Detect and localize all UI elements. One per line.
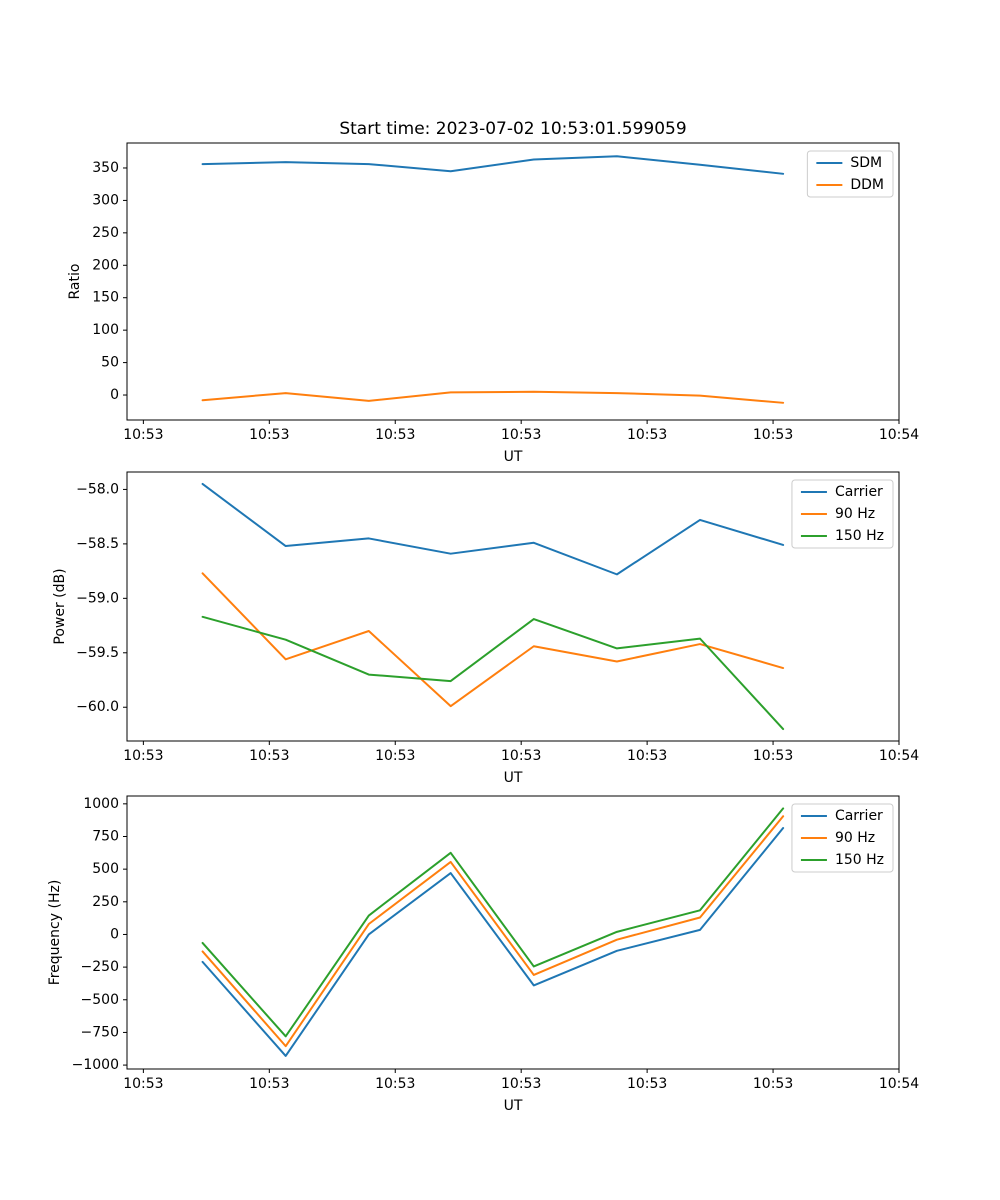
y-tick-label: −59.5: [76, 645, 119, 661]
x-tick-label: 10:53: [753, 1076, 793, 1092]
y-tick-label: 750: [92, 828, 119, 844]
legend: Carrier 90 Hz 150 Hz: [791, 479, 894, 549]
x-tick-label: 10:53: [501, 748, 541, 764]
y-tick-label: 50: [101, 355, 119, 371]
y-tick-label: −58.5: [76, 536, 119, 552]
legend: SDM DDM: [806, 150, 894, 198]
x-tick-label: 10:53: [627, 1076, 667, 1092]
y-tick-label: 300: [92, 192, 119, 208]
x-tick-label: 10:54: [879, 748, 919, 764]
x-tick-label: 10:54: [879, 427, 919, 443]
y-tick-label: 350: [92, 160, 119, 176]
y-tick-label: 200: [92, 257, 119, 273]
series-line-carrier: [201, 482, 785, 576]
y-axis-label: Power (dB): [52, 568, 68, 644]
plot-border: [126, 142, 900, 421]
y-tick-label: 1000: [83, 796, 119, 812]
y-tick-label: 250: [92, 894, 119, 910]
legend-label: DDM: [850, 177, 884, 193]
x-axis-label: UT: [504, 770, 523, 786]
x-tick-label: 10:53: [375, 427, 415, 443]
x-tick-label: 10:53: [501, 427, 541, 443]
legend-label: 150 Hz: [835, 852, 884, 868]
y-tick-label: −60.0: [76, 699, 119, 715]
x-tick-label: 10:53: [123, 1076, 163, 1092]
x-tick-label: 10:53: [627, 427, 667, 443]
y-tick-label: −250: [81, 959, 119, 975]
y-tick-label: −750: [81, 1024, 119, 1040]
series-line-90-hz: [201, 572, 785, 708]
y-tick-label: −59.0: [76, 590, 119, 606]
plot-border: [126, 795, 900, 1070]
y-tick-label: −1000: [72, 1057, 119, 1073]
y-axis-label: Ratio: [67, 264, 83, 300]
x-tick-label: 10:53: [627, 748, 667, 764]
y-tick-label: 150: [92, 290, 119, 306]
figure-title: Start time: 2023-07-02 10:53:01.599059: [339, 119, 687, 139]
legend-box: [791, 803, 894, 873]
y-tick-label: 100: [92, 322, 119, 338]
x-tick-label: 10:53: [123, 748, 163, 764]
plot-border: [126, 471, 900, 742]
legend-label: 90 Hz: [835, 506, 875, 522]
series-line-sdm: [201, 155, 785, 175]
legend-label: Carrier: [835, 808, 883, 824]
y-tick-label: 500: [92, 861, 119, 877]
legend-label: Carrier: [835, 484, 883, 500]
legend-label: 90 Hz: [835, 830, 875, 846]
x-tick-label: 10:53: [375, 1076, 415, 1092]
legend-box: [791, 479, 894, 549]
x-tick-label: 10:53: [123, 427, 163, 443]
legend-label: SDM: [850, 155, 882, 171]
x-axis-label: UT: [504, 1098, 523, 1114]
x-tick-label: 10:54: [879, 1076, 919, 1092]
y-tick-label: 250: [92, 225, 119, 241]
x-tick-label: 10:53: [753, 427, 793, 443]
x-tick-label: 10:53: [249, 1076, 289, 1092]
x-tick-label: 10:53: [501, 1076, 541, 1092]
y-tick-label: −58.0: [76, 481, 119, 497]
chart-ratio: 0 50 100 150 200 250 300 350 10:53 10:53 10:53 10:5…: [67, 142, 919, 465]
x-tick-label: 10:53: [249, 748, 289, 764]
series-line-150-hz: [201, 807, 785, 1038]
x-tick-label: 10:53: [249, 427, 289, 443]
legend-label: 150 Hz: [835, 528, 884, 544]
legend: Carrier 90 Hz 150 Hz: [791, 803, 894, 873]
x-tick-label: 10:53: [753, 748, 793, 764]
x-tick-label: 10:53: [375, 748, 415, 764]
y-tick-label: 0: [110, 387, 119, 403]
series-line-90-hz: [201, 815, 785, 1048]
series-line-150-hz: [201, 615, 785, 731]
series-line-ddm: [201, 390, 785, 404]
y-tick-label: 0: [110, 926, 119, 942]
x-axis-label: UT: [504, 449, 523, 465]
y-axis-label: Frequency (Hz): [47, 880, 63, 986]
y-tick-label: −500: [81, 992, 119, 1008]
chart-power: −58.0 −58.5 −59.0 −59.5 −60.0 10:53 10:53 10:53…: [52, 471, 919, 786]
series-line-carrier: [201, 827, 785, 1057]
